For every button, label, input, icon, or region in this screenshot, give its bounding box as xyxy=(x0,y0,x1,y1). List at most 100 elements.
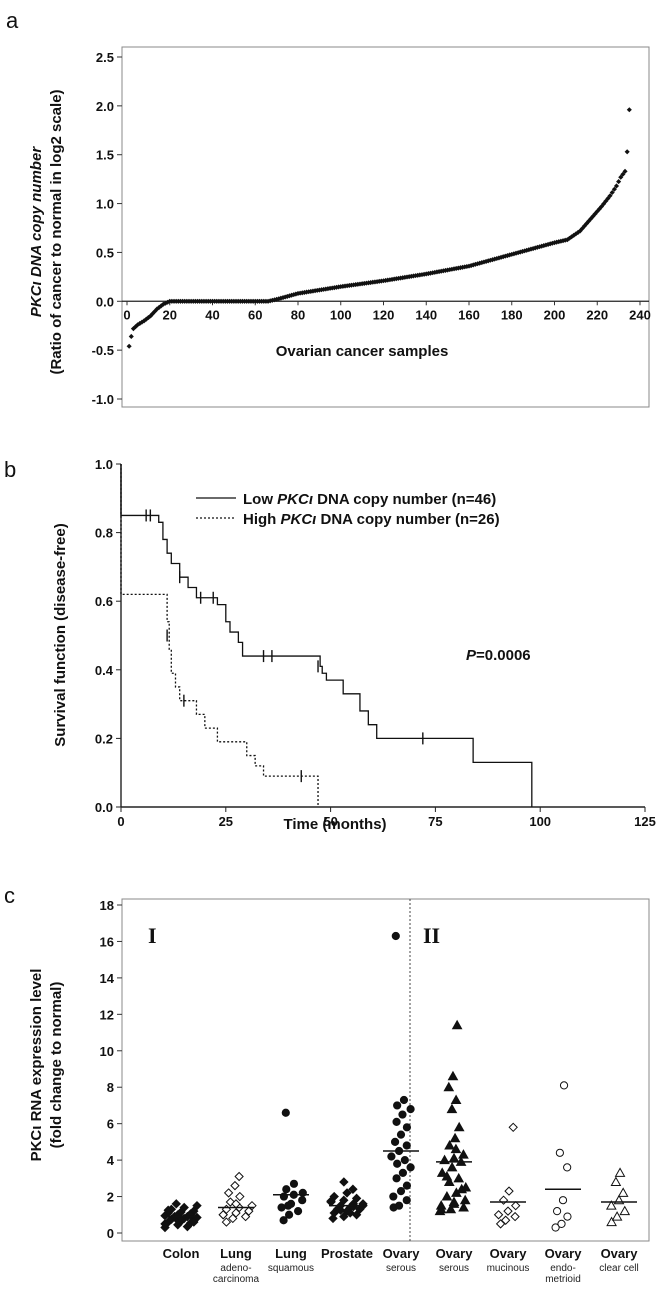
a-y-tick-label: -1.0 xyxy=(92,392,114,407)
b-x-tick-label: 100 xyxy=(529,814,551,829)
c-data-point xyxy=(406,1163,415,1172)
c-data-point xyxy=(335,1205,346,1215)
category-sublabel: metrioid xyxy=(545,1274,581,1285)
c-data-point xyxy=(345,1208,355,1218)
c-data-point xyxy=(284,1210,294,1219)
a-data-point xyxy=(616,179,622,185)
b-x-tick-label: 50 xyxy=(323,814,337,829)
c-data-point xyxy=(610,1176,622,1186)
rna-expression-chart: I II 0 2 4 6 8 10 12 14 16 18 Colon Lung adeno-carc… xyxy=(28,898,650,1285)
c-data-point xyxy=(493,1210,504,1220)
panel-label-a: a xyxy=(6,8,19,33)
c-data-point xyxy=(448,1152,460,1163)
c-data-point xyxy=(559,1081,569,1090)
a-y-tick-label: 1.5 xyxy=(96,148,114,163)
c-data-point xyxy=(563,1163,572,1172)
group-label-ii: II xyxy=(423,923,440,948)
c-data-point xyxy=(284,1201,293,1210)
category-label: Ovary xyxy=(601,1246,639,1261)
b-y-tick-label: 0.2 xyxy=(95,731,113,746)
c-data-point xyxy=(448,1196,460,1207)
b-y-tick-label: 0.4 xyxy=(95,663,114,678)
c-data-point xyxy=(611,1211,623,1221)
category-label: Ovary xyxy=(383,1246,421,1261)
a-y-tick-label: 2.0 xyxy=(96,99,114,114)
b-y-tick-label: 0.8 xyxy=(95,526,113,541)
c-data-point xyxy=(498,1195,509,1205)
c-data-point xyxy=(510,1200,521,1211)
category-sublabel: adeno- xyxy=(220,1263,251,1274)
category-sublabel: squamous xyxy=(268,1263,314,1274)
c-y-tick-label: 10 xyxy=(100,1044,114,1059)
c-data-point xyxy=(400,1156,409,1165)
c-data-point xyxy=(558,1196,568,1205)
a-x-tick-label: 180 xyxy=(501,307,523,322)
a-data-point xyxy=(126,343,132,349)
c-data-point xyxy=(234,1171,244,1182)
c-data-point xyxy=(551,1223,560,1232)
c-data-point xyxy=(402,1123,412,1132)
plot-c-frame xyxy=(121,898,650,1242)
c-data-point xyxy=(279,1216,288,1225)
category-sublabel: endo- xyxy=(550,1263,576,1274)
c-data-point xyxy=(171,1199,181,1209)
c-data-point xyxy=(391,931,400,941)
c-data-point xyxy=(456,1183,468,1194)
c-data-point xyxy=(458,1201,469,1212)
c-data-point xyxy=(453,1172,465,1183)
c-data-point xyxy=(393,1101,402,1110)
c-data-point xyxy=(450,1143,462,1154)
c-data-point xyxy=(614,1167,626,1177)
c-data-point xyxy=(230,1180,240,1191)
c-data-point xyxy=(446,1161,458,1172)
c-data-point xyxy=(508,1122,518,1133)
c-data-point xyxy=(398,1110,407,1119)
c-data-point xyxy=(189,1217,199,1227)
a-x-tick-label: 40 xyxy=(205,307,219,322)
c-data-point xyxy=(402,1181,412,1190)
category-sublabel: serous xyxy=(386,1263,416,1274)
copy-number-scatter-chart: -1.0 -0.5 0.0 0.5 1.0 1.5 2.0 2.5 0 20 40 60 80 100 12… xyxy=(28,46,651,408)
c-data-point xyxy=(441,1170,453,1181)
c-data-point xyxy=(606,1216,617,1227)
category-label: Ovary xyxy=(545,1246,583,1261)
c-data-point xyxy=(453,1121,465,1132)
category-sublabel: clear cell xyxy=(599,1263,638,1274)
a-x-tick-label: 0 xyxy=(123,307,130,322)
survival-curve-chart: 0.0 0.2 0.4 0.6 0.8 1.0 0 25 50 75 100 125 Low PKCι… xyxy=(52,457,656,833)
c-data-point xyxy=(449,1132,461,1143)
high-copy-survival-line xyxy=(120,464,319,807)
c-data-point xyxy=(436,1167,448,1177)
c-data-point xyxy=(389,1192,398,1201)
a-x-axis-label: Ovarian cancer samples xyxy=(276,343,449,360)
p-value-annotation: P=0.0006 xyxy=(466,647,531,664)
c-data-point xyxy=(444,1140,455,1150)
c-data-point xyxy=(387,1152,396,1161)
c-data-point xyxy=(446,1103,458,1114)
b-x-tick-label: 0 xyxy=(117,814,124,829)
c-data-point xyxy=(218,1210,228,1220)
c-data-point xyxy=(293,1207,303,1216)
c-y-tick-label: 2 xyxy=(107,1190,114,1205)
a-x-tick-label: 80 xyxy=(291,307,305,322)
a-y-tick-label: -0.5 xyxy=(92,343,114,358)
c-y-tick-label: 14 xyxy=(100,971,115,986)
c-data-point xyxy=(160,1219,170,1229)
c-data-point xyxy=(235,1191,245,1202)
c-y-axis-label-1: PKCι RNA expression level xyxy=(28,969,45,1162)
c-data-point xyxy=(406,1104,415,1114)
c-data-point xyxy=(392,1174,401,1183)
a-y-tick-label: 1.0 xyxy=(96,197,114,212)
c-data-point xyxy=(182,1221,193,1232)
category-sublabel: carcinoma xyxy=(213,1274,260,1285)
c-data-point xyxy=(619,1205,631,1216)
c-data-point xyxy=(394,1201,404,1210)
c-data-point xyxy=(282,1185,291,1194)
c-data-point xyxy=(402,1141,411,1150)
c-data-point xyxy=(443,1081,455,1092)
legend-low-label: Low PKCι DNA copy number (n=46) xyxy=(243,491,496,508)
category-label: Ovary xyxy=(490,1246,528,1261)
low-copy-survival-line xyxy=(120,464,533,807)
a-data-point xyxy=(624,149,630,155)
c-data-point xyxy=(392,1117,401,1126)
